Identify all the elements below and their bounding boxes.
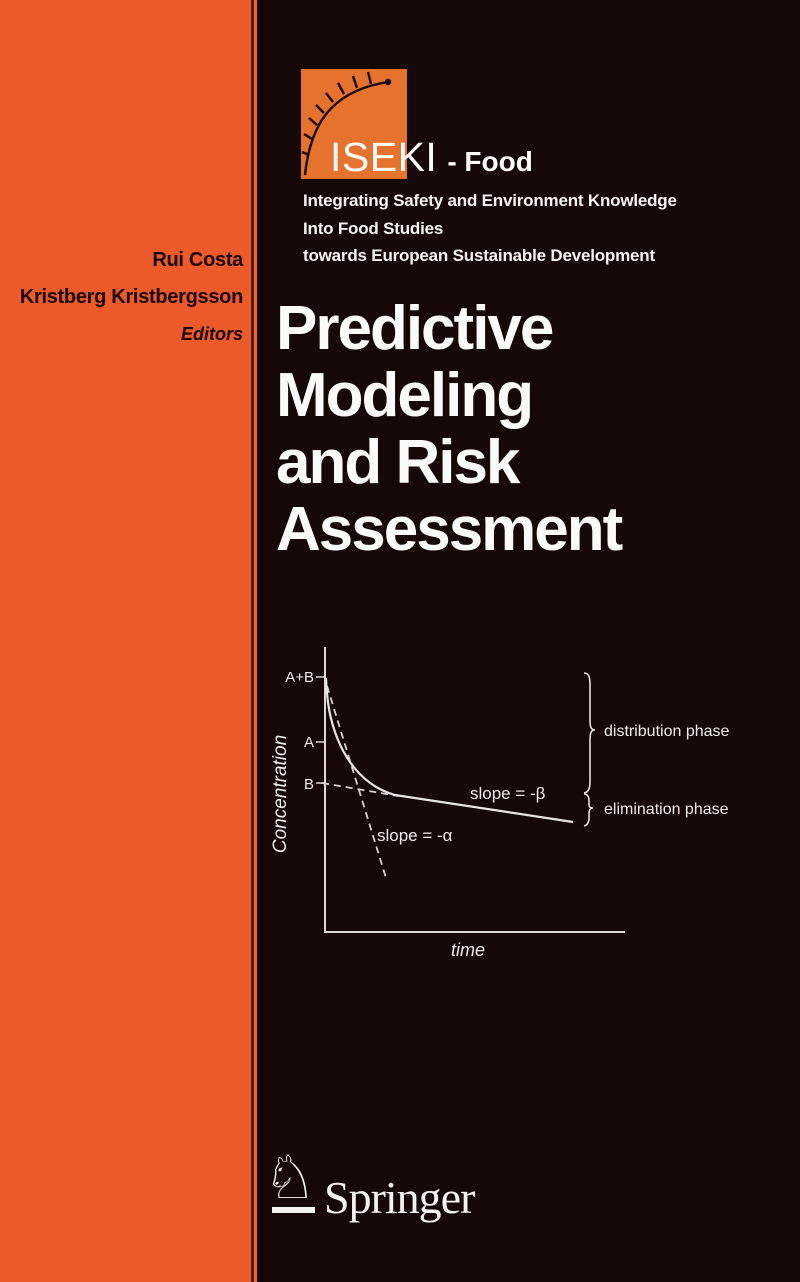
series-tagline: Integrating Safety and Environment Knowl… — [303, 187, 677, 270]
brand-name-iseki: ISEKI — [330, 134, 438, 180]
left-orange-stripe — [0, 0, 251, 1282]
stripe-fold-highlight — [254, 0, 257, 1282]
editors-block: Rui Costa Kristberg Kristbergsson Editor… — [0, 242, 243, 352]
editor-name-2: Kristberg Kristbergsson — [19, 286, 243, 308]
title-line-4: Assessment — [276, 495, 623, 564]
iseki-logo-curve — [301, 71, 389, 176]
brand-name-food: - Food — [447, 146, 533, 177]
tagline-line-1: Integrating Safety and Environment Knowl… — [303, 191, 677, 210]
title-line-1: Predictive — [276, 294, 554, 363]
distribution-phase-brace — [583, 672, 596, 794]
beta-extrapolation-dashed-line — [321, 782, 399, 797]
title-line-2: Modeling — [276, 361, 534, 430]
springer-horse-icon: ♘ — [263, 1143, 317, 1213]
publisher-name: Springer — [324, 1172, 475, 1223]
slope-beta-label: slope = -β — [470, 784, 546, 803]
concentration-curve — [324, 677, 574, 824]
alpha-extrapolation-dashed-line — [326, 685, 387, 879]
stripe-fold-shadow — [251, 0, 254, 1282]
editors-role-label: Editors — [180, 324, 243, 344]
y-axis-ticks — [316, 676, 325, 784]
editor-name-1: Rui Costa — [152, 249, 243, 271]
y-axis-label: Concentration — [270, 735, 291, 853]
y-mark-a: A — [304, 734, 314, 751]
distribution-phase-label: distribution phase — [604, 723, 730, 740]
tagline-line-2: Into Food Studies — [303, 218, 444, 238]
iseki-growth-curve-icon — [301, 69, 407, 179]
x-axis-label: time — [451, 940, 485, 960]
y-mark-ab: A+B — [285, 669, 314, 686]
y-mark-b: B — [304, 776, 314, 793]
book-title: Predictive Modeling and Risk Assessment — [276, 294, 623, 564]
iseki-curve-end-dot — [384, 78, 392, 86]
slope-alpha-label: slope = -α — [377, 826, 453, 845]
elimination-phase-brace — [583, 793, 594, 827]
title-line-3: and Risk — [276, 428, 520, 497]
concentration-time-chart: A+B A B Concentration time slope = -β sl… — [270, 647, 730, 960]
series-brand: ISEKI - Food — [330, 134, 533, 181]
tagline-line-3: towards European Sustainable Development — [303, 246, 655, 265]
elimination-phase-label: elimination phase — [604, 801, 729, 818]
springer-logo-underline — [272, 1207, 315, 1213]
